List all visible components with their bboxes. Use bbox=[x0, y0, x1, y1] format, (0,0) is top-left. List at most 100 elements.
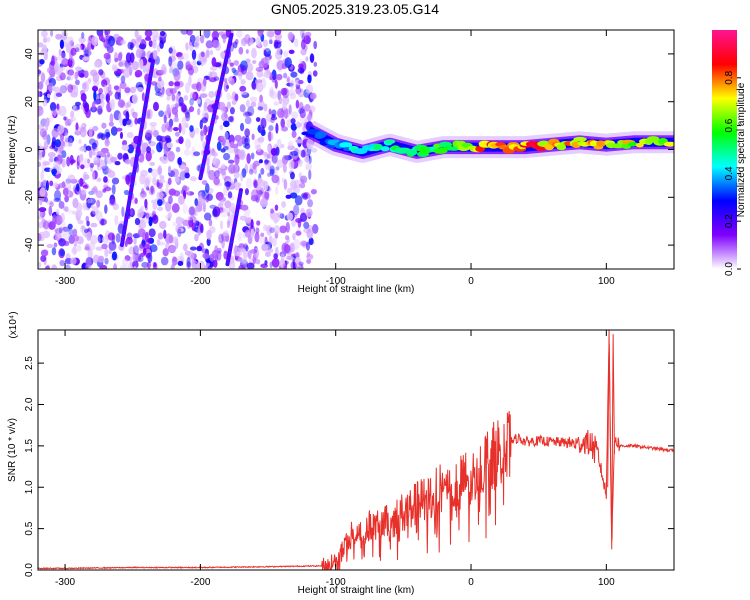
noise-speck bbox=[42, 37, 48, 44]
noise-speck bbox=[163, 229, 167, 239]
noise-speck bbox=[128, 246, 136, 255]
noise-speck bbox=[103, 39, 110, 49]
noise-speck bbox=[156, 79, 165, 89]
noise-speck bbox=[58, 226, 63, 234]
noise-speck bbox=[126, 131, 134, 139]
noise-speck bbox=[305, 56, 309, 62]
noise-speck bbox=[258, 136, 265, 143]
noise-speck bbox=[212, 259, 218, 268]
noise-speck bbox=[131, 93, 139, 105]
noise-speck bbox=[64, 132, 69, 142]
noise-speck bbox=[271, 109, 277, 118]
noise-speck bbox=[67, 137, 73, 147]
noise-speck bbox=[200, 223, 204, 234]
noise-speck bbox=[193, 151, 201, 157]
noise-speck bbox=[194, 210, 199, 217]
noise-speck bbox=[85, 145, 92, 151]
noise-speck bbox=[291, 219, 297, 227]
noise-speck bbox=[293, 38, 299, 48]
snr-line bbox=[38, 343, 674, 570]
noise-speck bbox=[208, 218, 213, 227]
noise-speck bbox=[180, 164, 187, 172]
noise-speck bbox=[180, 30, 189, 35]
noise-speck bbox=[178, 136, 184, 145]
noise-speck bbox=[98, 32, 104, 42]
noise-speck bbox=[104, 138, 110, 147]
noise-speck bbox=[269, 35, 273, 44]
noise-speck bbox=[162, 248, 169, 257]
spectrogram-x-tick-label: 0 bbox=[468, 276, 474, 287]
noise-speck bbox=[61, 58, 69, 68]
noise-speck bbox=[167, 177, 172, 186]
noise-speck bbox=[233, 69, 239, 76]
noise-speck bbox=[144, 175, 152, 184]
noise-speck bbox=[127, 65, 132, 73]
noise-speck bbox=[262, 39, 268, 48]
noise-speck bbox=[286, 212, 294, 221]
noise-speck bbox=[254, 232, 260, 243]
noise-speck bbox=[209, 49, 214, 56]
noise-speck bbox=[55, 92, 63, 98]
noise-speck bbox=[253, 247, 260, 259]
noise-speck bbox=[97, 236, 101, 244]
noise-speck bbox=[184, 250, 191, 256]
noise-speck bbox=[298, 63, 304, 70]
snr-x-tick-label: -300 bbox=[55, 577, 75, 588]
noise-speck bbox=[171, 236, 179, 244]
noise-speck bbox=[150, 125, 156, 132]
noise-speck bbox=[308, 237, 314, 246]
noise-speck bbox=[38, 69, 42, 75]
noise-speck bbox=[119, 264, 128, 269]
noise-speck bbox=[189, 44, 194, 52]
noise-speck bbox=[238, 72, 243, 81]
noise-speck bbox=[111, 184, 116, 195]
noise-speck bbox=[178, 96, 184, 107]
noise-speck bbox=[125, 111, 130, 122]
noise-speck bbox=[173, 70, 181, 82]
noise-speck bbox=[306, 258, 312, 264]
noise-speck bbox=[150, 81, 158, 86]
noise-speck bbox=[293, 204, 300, 216]
noise-speck bbox=[267, 131, 274, 142]
noise-speck bbox=[41, 30, 48, 38]
noise-speck bbox=[237, 231, 243, 242]
noise-speck bbox=[251, 133, 255, 141]
noise-speck bbox=[81, 31, 85, 39]
noise-speck bbox=[67, 174, 76, 182]
noise-speck bbox=[132, 111, 138, 119]
noise-speck bbox=[309, 105, 316, 113]
signal-band-blob bbox=[339, 142, 353, 148]
noise-speck bbox=[249, 96, 258, 103]
noise-speck bbox=[186, 30, 193, 36]
noise-speck bbox=[113, 263, 118, 269]
noise-speck bbox=[281, 126, 289, 132]
noise-speck bbox=[182, 203, 188, 214]
noise-speck bbox=[258, 234, 266, 245]
noise-speck bbox=[167, 125, 173, 132]
signal-band-blob bbox=[596, 140, 606, 147]
noise-speck bbox=[68, 69, 75, 81]
noise-speck bbox=[134, 197, 138, 205]
signal-band-blob bbox=[380, 146, 390, 152]
noise-speck bbox=[156, 44, 161, 53]
spectrogram-x-tick-label: -300 bbox=[55, 276, 75, 287]
noise-speck bbox=[117, 99, 125, 108]
noise-speck bbox=[280, 143, 285, 149]
noise-speck bbox=[121, 144, 129, 151]
noise-speck bbox=[209, 253, 215, 262]
noise-speck bbox=[125, 52, 132, 63]
noise-speck bbox=[99, 153, 107, 158]
noise-speck bbox=[224, 200, 232, 209]
noise-speck bbox=[55, 33, 63, 40]
noise-speck bbox=[127, 144, 135, 154]
noise-speck bbox=[304, 155, 310, 163]
noise-speck bbox=[308, 169, 312, 180]
noise-speck bbox=[275, 166, 280, 171]
noise-speck bbox=[65, 36, 74, 45]
noise-speck bbox=[114, 215, 119, 226]
noise-speck bbox=[233, 172, 240, 179]
noise-speck bbox=[177, 228, 182, 238]
noise-speck bbox=[223, 77, 228, 83]
noise-speck bbox=[236, 30, 243, 38]
noise-speck bbox=[38, 149, 43, 161]
